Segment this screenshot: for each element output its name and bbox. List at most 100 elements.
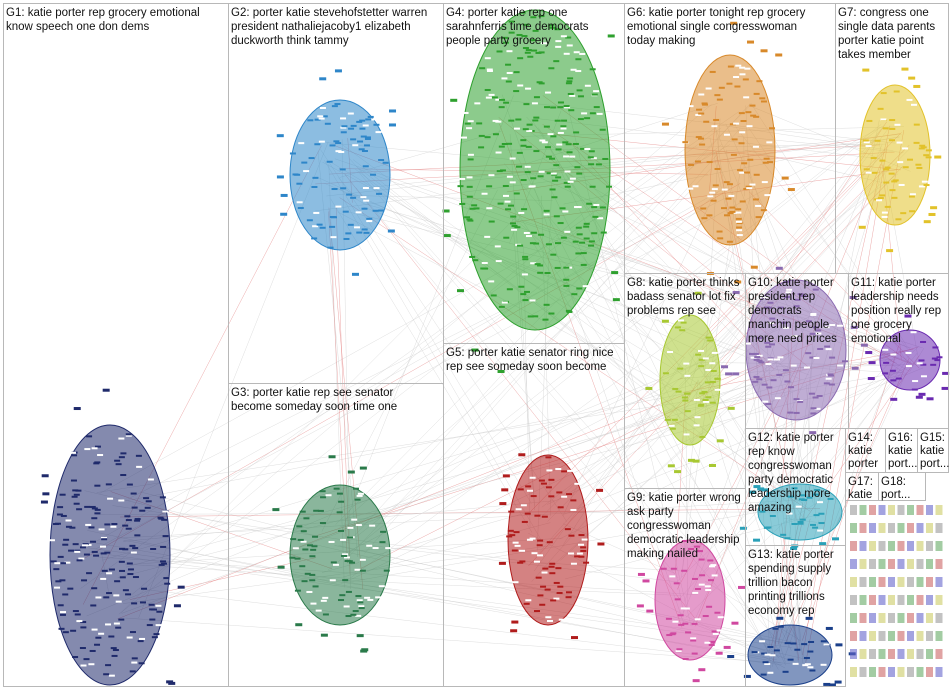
node bbox=[736, 222, 743, 225]
node bbox=[347, 223, 354, 226]
node bbox=[507, 204, 514, 207]
node bbox=[486, 185, 493, 188]
group-label: G6: katie porter tonight rep grocery bbox=[627, 7, 806, 19]
node bbox=[111, 523, 118, 526]
node bbox=[103, 596, 110, 599]
node bbox=[358, 607, 365, 610]
node bbox=[366, 220, 373, 223]
node bbox=[753, 358, 760, 361]
node bbox=[665, 617, 672, 620]
node bbox=[870, 157, 877, 160]
node bbox=[326, 160, 333, 163]
node bbox=[563, 52, 570, 55]
node bbox=[888, 559, 895, 569]
node bbox=[557, 222, 564, 225]
node bbox=[675, 390, 682, 393]
node bbox=[67, 587, 74, 590]
node bbox=[545, 616, 552, 619]
node bbox=[555, 567, 562, 570]
node bbox=[566, 151, 573, 154]
node bbox=[340, 538, 347, 541]
node bbox=[509, 534, 516, 537]
node bbox=[162, 535, 169, 538]
node bbox=[141, 587, 148, 590]
node bbox=[509, 157, 516, 160]
node bbox=[534, 610, 541, 613]
node bbox=[850, 595, 857, 605]
node bbox=[888, 631, 895, 641]
node bbox=[74, 550, 81, 553]
node bbox=[907, 667, 914, 677]
group-label: rep see someday soon become bbox=[446, 361, 606, 373]
node bbox=[755, 216, 762, 219]
node bbox=[756, 337, 763, 340]
node bbox=[544, 146, 551, 149]
node bbox=[907, 559, 914, 569]
node bbox=[687, 458, 695, 462]
node bbox=[94, 484, 101, 487]
node bbox=[336, 492, 343, 495]
node bbox=[812, 288, 819, 291]
node bbox=[567, 180, 574, 183]
group-label: economy rep bbox=[748, 605, 814, 617]
node bbox=[94, 643, 101, 646]
node bbox=[602, 157, 609, 160]
node bbox=[936, 356, 943, 359]
node bbox=[104, 523, 111, 526]
node bbox=[505, 80, 512, 83]
node bbox=[570, 562, 577, 565]
node bbox=[97, 454, 104, 457]
group-box bbox=[745, 545, 846, 687]
node bbox=[688, 163, 695, 166]
node bbox=[460, 136, 467, 139]
node bbox=[888, 577, 895, 587]
node bbox=[372, 547, 379, 550]
cluster bbox=[859, 84, 931, 226]
node bbox=[506, 288, 513, 291]
node bbox=[56, 513, 63, 516]
node bbox=[666, 634, 673, 637]
node bbox=[909, 210, 916, 213]
node bbox=[897, 631, 905, 641]
node bbox=[347, 470, 355, 474]
edge bbox=[532, 241, 779, 670]
node bbox=[816, 501, 823, 504]
node bbox=[910, 103, 917, 106]
node bbox=[770, 379, 777, 382]
node bbox=[739, 171, 746, 174]
node bbox=[725, 372, 733, 376]
node bbox=[73, 493, 80, 496]
node bbox=[370, 173, 377, 176]
node bbox=[557, 506, 564, 509]
node bbox=[541, 141, 548, 144]
node bbox=[878, 505, 886, 515]
node bbox=[775, 266, 783, 270]
node bbox=[549, 188, 556, 191]
node bbox=[443, 234, 451, 238]
node bbox=[890, 353, 897, 356]
group-label: G3: porter katie rep see senator bbox=[231, 387, 394, 399]
node bbox=[889, 119, 896, 122]
node bbox=[768, 343, 775, 346]
node bbox=[764, 341, 771, 344]
node bbox=[119, 547, 126, 550]
node bbox=[525, 599, 532, 602]
node bbox=[567, 552, 574, 555]
node bbox=[678, 623, 685, 626]
group-label: single data parents bbox=[838, 21, 935, 33]
node bbox=[923, 220, 931, 224]
node bbox=[736, 226, 743, 229]
node bbox=[888, 172, 895, 175]
node bbox=[865, 171, 872, 174]
node bbox=[333, 140, 340, 143]
node bbox=[144, 506, 151, 509]
node bbox=[698, 403, 705, 406]
node bbox=[859, 613, 867, 623]
node bbox=[694, 588, 701, 591]
node bbox=[889, 369, 896, 372]
edge bbox=[364, 128, 741, 554]
node bbox=[354, 498, 361, 501]
node bbox=[541, 515, 548, 518]
node bbox=[299, 510, 306, 513]
node bbox=[94, 508, 101, 511]
